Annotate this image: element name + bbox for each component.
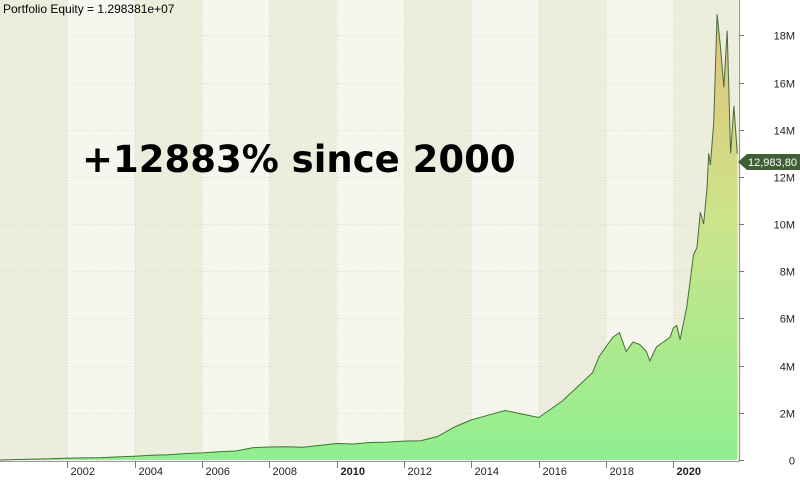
performance-annotation: +12883% since 2000 xyxy=(82,138,516,181)
x-tick-label: 2014 xyxy=(475,466,499,478)
x-axis-strip xyxy=(0,462,800,480)
x-tick-label: 2004 xyxy=(139,466,163,478)
y-tick-label: 6M xyxy=(780,314,795,326)
x-tick-label: 2006 xyxy=(206,466,230,478)
last-value-marker: 12,983,80 xyxy=(738,154,800,170)
background-bands xyxy=(0,0,741,460)
x-tick-label: 2020 xyxy=(677,466,701,478)
background-band xyxy=(134,0,203,460)
equity-line xyxy=(0,14,738,461)
y-tick-label: 10M xyxy=(774,220,795,232)
series-header: Portfolio Equity = 1.298381e+07 xyxy=(3,2,175,16)
y-axis: 0 2M 4M 6M 8M 10M 12M 14M 16M 18M xyxy=(739,31,795,468)
background-band xyxy=(0,0,68,460)
x-axis: 2002 2004 2006 2008 2010 2012 2014 2016 2018 2020 xyxy=(67,461,701,478)
y-tick-label: 0 xyxy=(789,456,795,468)
x-tick-label: 2016 xyxy=(543,466,567,478)
y-tick-label: 8M xyxy=(780,267,795,279)
equity-area xyxy=(0,14,738,460)
last-value-text: 12,983,80 xyxy=(748,157,797,169)
x-tick-label: 2008 xyxy=(273,466,297,478)
background-band xyxy=(404,0,472,460)
last-value-tag xyxy=(738,154,800,170)
x-tick-label: 2018 xyxy=(610,466,634,478)
y-tick-label: 18M xyxy=(774,31,795,43)
x-tick-label: 2010 xyxy=(341,466,365,478)
y-tick-label: 4M xyxy=(780,362,795,374)
x-tick-label: 2002 xyxy=(71,466,95,478)
y-tick-label: 12M xyxy=(774,173,795,185)
y-tick-label: 16M xyxy=(774,79,795,91)
y-tick-label: 14M xyxy=(774,126,795,138)
y-tick-label: 2M xyxy=(780,409,795,421)
x-tick-label: 2012 xyxy=(408,466,432,478)
background-band xyxy=(269,0,337,460)
